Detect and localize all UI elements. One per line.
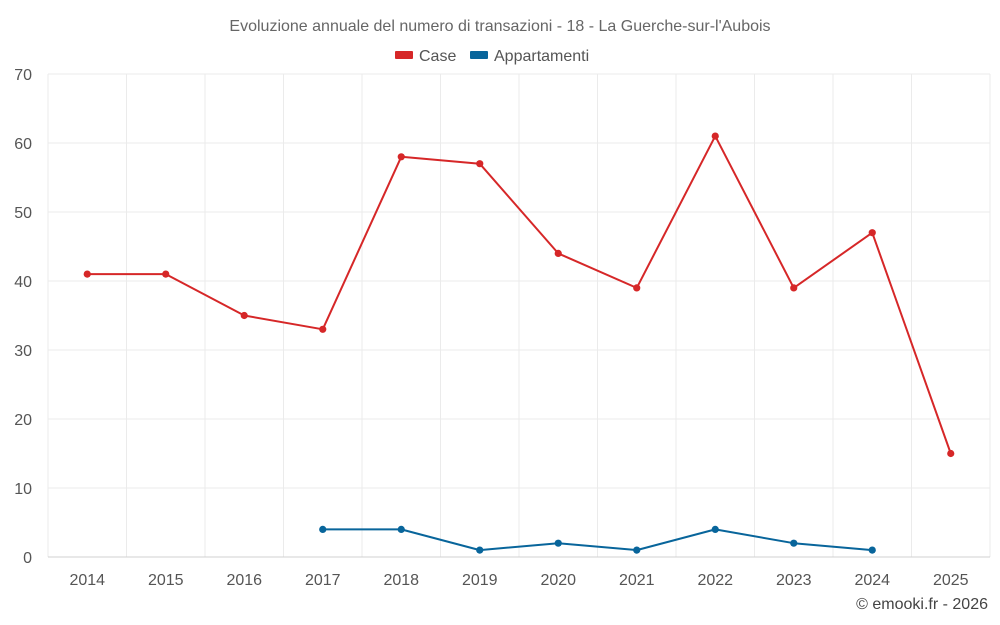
x-tick-label: 2024 [854, 572, 890, 589]
x-tick-label: 2023 [776, 572, 812, 589]
legend-swatch-case [395, 51, 413, 59]
series-line-case [87, 135, 952, 454]
x-tick-label: 2022 [697, 572, 733, 589]
y-tick-label: 0 [23, 550, 32, 567]
series-case [83, 132, 955, 458]
legend: Case Appartamenti [395, 48, 589, 65]
x-tick-label: 2019 [462, 572, 498, 589]
x-tick-label: 2018 [383, 572, 419, 589]
data-point-appartamenti-2020[interactable] [554, 539, 562, 547]
credit: © emooki.fr - 2026 [856, 596, 988, 613]
x-gridlines [47, 74, 991, 557]
series-layer [83, 132, 955, 554]
x-tick-label: 2015 [148, 572, 184, 589]
x-tick-label: 2025 [933, 572, 969, 589]
data-point-case-2014[interactable] [83, 270, 91, 278]
legend-label-appartamenti: Appartamenti [494, 48, 589, 65]
series-line-appartamenti [322, 528, 873, 552]
data-point-case-2021[interactable] [633, 284, 641, 292]
x-tick-label: 2014 [69, 572, 105, 589]
data-point-appartamenti-2022[interactable] [711, 525, 719, 534]
y-tick-label: 50 [14, 205, 32, 222]
series-appartamenti [319, 525, 876, 554]
y-axis-ticks: 0 10 20 30 40 50 60 70 [14, 67, 32, 567]
legend-label-case: Case [419, 48, 456, 65]
data-point-case-2024[interactable] [868, 229, 876, 237]
data-point-case-2023[interactable] [790, 284, 798, 292]
data-point-case-2017[interactable] [319, 325, 327, 333]
legend-swatch-appartamenti [470, 51, 488, 59]
chart-title: Evoluzione annuale del numero di transaz… [229, 18, 770, 35]
x-tick-label: 2020 [540, 572, 576, 589]
data-point-case-2022[interactable] [711, 132, 719, 140]
data-point-case-2025[interactable] [947, 449, 955, 458]
x-axis-ticks: 2014 2015 2016 2017 2018 2019 2020 2021 2022 2023… [69, 572, 968, 589]
data-point-case-2020[interactable] [554, 249, 562, 257]
data-point-appartamenti-2018[interactable] [397, 525, 405, 534]
y-tick-label: 40 [14, 274, 32, 291]
legend-item-case[interactable]: Case [395, 48, 456, 65]
data-point-appartamenti-2023[interactable] [790, 539, 798, 547]
data-point-case-2018[interactable] [397, 153, 405, 161]
data-point-appartamenti-2021[interactable] [633, 546, 641, 554]
x-tick-label: 2017 [305, 572, 341, 589]
data-point-appartamenti-2024[interactable] [868, 546, 876, 554]
y-tick-label: 10 [14, 481, 32, 498]
y-tick-label: 70 [14, 67, 32, 84]
x-tick-label: 2016 [226, 572, 262, 589]
x-tick-label: 2021 [619, 572, 655, 589]
y-tick-label: 20 [14, 412, 32, 429]
data-point-case-2016[interactable] [240, 311, 248, 320]
y-tick-label: 30 [14, 343, 32, 360]
data-point-case-2019[interactable] [476, 160, 484, 168]
data-point-case-2015[interactable] [162, 270, 170, 278]
data-point-appartamenti-2019[interactable] [476, 546, 484, 554]
y-tick-label: 60 [14, 136, 32, 153]
legend-item-appartamenti[interactable]: Appartamenti [470, 48, 589, 65]
data-point-appartamenti-2017[interactable] [319, 525, 327, 534]
